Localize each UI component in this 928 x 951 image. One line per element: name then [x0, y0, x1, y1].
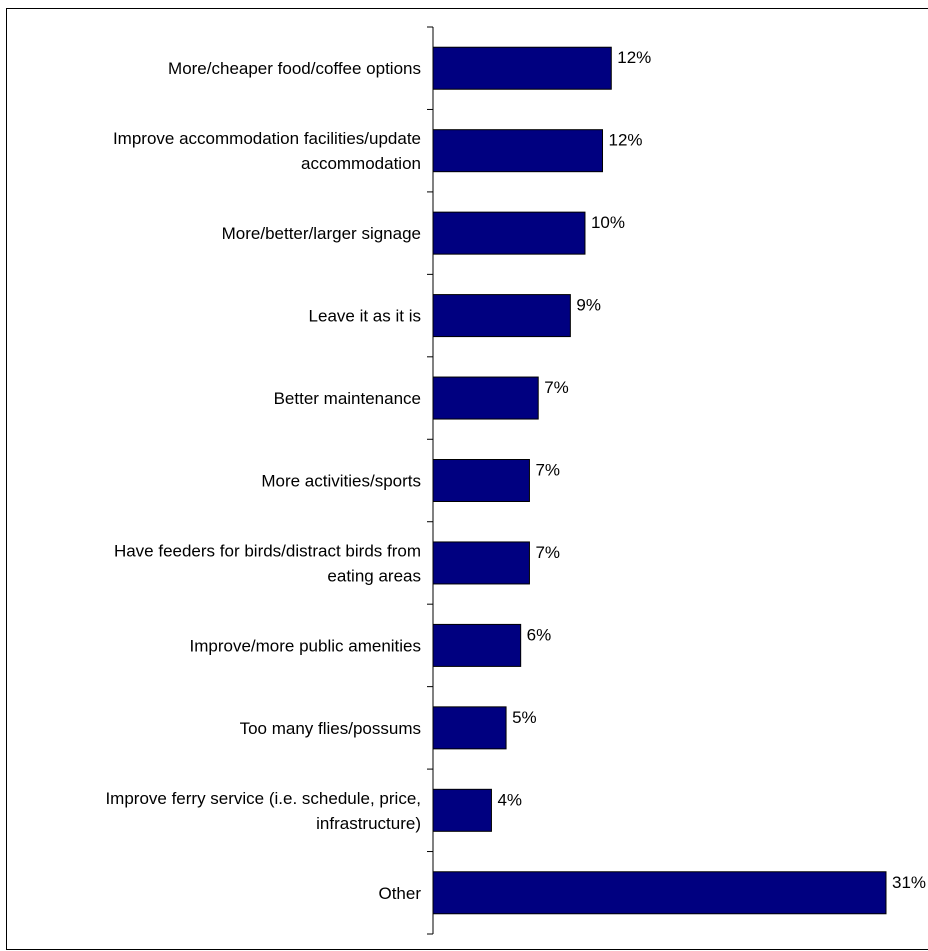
bar [432, 706, 507, 750]
value-label: 7% [535, 543, 560, 562]
bar [432, 376, 539, 420]
category-label-line: Have feeders for birds/distract birds fr… [114, 541, 421, 560]
category-label-line: Improve accommodation facilities/update [113, 129, 421, 148]
category-label-line: accommodation [301, 154, 421, 173]
category-label-line: Better maintenance [274, 389, 421, 408]
value-labels: 12% 12% 10% 9% 7% 7% 7% 6% 5% 4% 31% [497, 48, 926, 892]
category-label-line: Improve ferry service (i.e. schedule, pr… [105, 789, 421, 808]
category-axis [427, 26, 434, 935]
value-label: 4% [497, 790, 522, 809]
category-label-line: eating areas [327, 566, 421, 585]
bar [432, 871, 887, 915]
category-label-line: Improve/more public amenities [190, 636, 421, 655]
category-label: Improve ferry service (i.e. schedule, pr… [105, 789, 421, 833]
value-label: 7% [544, 378, 569, 397]
category-labels: More/cheaper food/coffee options Improve … [105, 59, 421, 903]
bars [432, 46, 887, 915]
value-label: 12% [609, 131, 643, 150]
bar [432, 129, 604, 173]
category-label-line: Leave it as it is [309, 307, 421, 326]
bar [432, 541, 530, 585]
bar [432, 294, 571, 338]
category-label-line: More activities/sports [261, 472, 421, 491]
value-label: 10% [591, 213, 625, 232]
category-label: Other [378, 884, 421, 903]
category-label-line: infrastructure) [316, 814, 421, 833]
value-label: 31% [892, 873, 926, 892]
category-label-line: Too many flies/possums [240, 719, 421, 738]
value-label: 6% [527, 625, 552, 644]
category-label: More/cheaper food/coffee options [168, 59, 421, 78]
category-label-line: More/cheaper food/coffee options [168, 59, 421, 78]
value-label: 7% [535, 461, 560, 480]
category-label: Leave it as it is [309, 307, 421, 326]
category-label: More activities/sports [261, 472, 421, 491]
category-label: More/better/larger signage [222, 224, 421, 243]
category-label-line: More/better/larger signage [222, 224, 421, 243]
bar [432, 211, 586, 255]
category-label: Too many flies/possums [240, 719, 421, 738]
category-label: Have feeders for birds/distract birds fr… [114, 541, 421, 585]
bar [432, 459, 530, 502]
category-label: Improve accommodation facilities/update a… [113, 129, 421, 173]
value-label: 9% [576, 296, 601, 315]
category-label-line: Other [378, 884, 421, 903]
bar [432, 788, 492, 832]
value-label: 12% [617, 48, 651, 67]
value-label: 5% [512, 708, 537, 727]
bar [432, 623, 522, 667]
category-label: Improve/more public amenities [190, 636, 421, 655]
bar [432, 46, 612, 90]
category-label: Better maintenance [274, 389, 421, 408]
